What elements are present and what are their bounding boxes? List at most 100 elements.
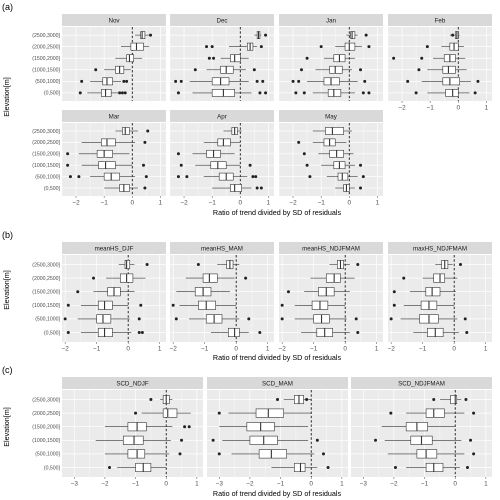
outlier-point [149,33,153,37]
y-tick-label: (2000,2500] [32,44,60,50]
box-iqr [228,327,240,337]
y-tick-label: (1500,2000] [32,425,60,431]
box-(0,500] [301,327,360,337]
box-(0,500] [210,327,262,337]
outlier-point [252,68,256,72]
outlier-point [280,317,284,321]
x-tick-label: −2 [180,200,188,207]
outlier-point [356,263,360,267]
outlier-point [291,79,295,83]
facet-strip [170,14,274,26]
outlier-point [356,330,360,334]
facet-strip [388,242,492,254]
box-(1000,1500] [392,300,455,310]
outlier-point [176,91,180,95]
facet-title: Feb [435,17,446,24]
box-(1500,2000] [176,149,235,158]
outlier-point [417,68,421,72]
box-(1500,2000] [305,54,355,63]
x-axis-title: Ratio of trend divided by SD of residual… [213,208,342,217]
outlier-point [217,452,221,456]
outlier-point [185,175,189,179]
facet-scd-ndjf: SCD_NDJF (0,500] (500,1000] (1000,1500] (150… [32,377,203,488]
y-tick-label: (1000,1500] [32,68,60,74]
plot-area [279,27,383,101]
outlier-point [465,330,469,334]
box-iqr [220,65,234,74]
box-(1000,1500] [179,161,252,170]
outlier-point [125,79,129,83]
x-tick-label: 0 [343,346,347,353]
outlier-point [294,91,298,95]
plot-area [207,390,348,477]
box-(1500,2000] [381,422,456,432]
outlier-point [120,91,124,95]
x-tick-label: 1 [158,346,162,353]
box-iqr [101,89,112,97]
box-(1500,2000] [392,54,466,63]
box-iqr [425,408,445,418]
box-iqr [425,462,444,472]
facet-scd-ndjfmam: SCD_NDJFMAM −3 −2 −1 0 1 [351,377,492,488]
facet-title: Apr [217,113,227,120]
facet-strip [62,242,166,254]
outlier-point [187,425,191,429]
outlier-point [193,68,197,72]
outlier-point [139,303,143,307]
box-(2000,2500] [402,273,458,283]
box-iqr [416,449,438,459]
x-tick-label: 0 [234,346,238,353]
box-(2000,2500] [81,138,147,147]
outlier-point [258,91,262,95]
y-tick-label: (500,1000] [35,452,60,458]
box-iqr [442,77,460,86]
box-(500,1000] [387,449,476,459]
facet-apr: Apr −2 −1 0 1 [169,110,274,207]
box-(0,500] [335,184,363,192]
outlier-point [94,68,98,72]
x-tick-label: −2 [279,346,287,353]
facet-title: Nov [108,17,120,24]
outlier-point [367,91,371,95]
box-(2500,3000] [432,395,468,405]
box-iqr [210,161,227,170]
x-tick-label: 1 [484,481,488,488]
outlier-point [142,163,146,167]
x-tick-label: −2 [101,481,109,488]
x-tick-label: −1 [277,481,285,488]
facet-title: maxHS_NDJFMAM [413,245,467,252]
outlier-point [122,79,126,83]
outlier-point [305,163,309,167]
facet-meanhs-ndjfmam: meanHS_NDJFMAM −2 −1 0 1 [279,242,383,353]
plot-area [351,390,492,477]
outlier-point [76,290,80,294]
facet-nov: Nov (0,500] (500,1000] (1000,1500] (1500,200… [32,14,166,101]
outlier-point [359,163,363,167]
box-(500,1000] [68,172,148,181]
outlier-point [389,411,393,415]
outlier-point [299,68,303,72]
box-(0,500] [393,462,469,472]
y-tick-label: (2500,3000] [32,397,60,403]
outlier-point [118,91,122,95]
plot-area [170,27,274,101]
box-(2000,2500] [297,138,347,147]
outlier-point [472,411,476,415]
outlier-point [321,452,325,456]
box-(2500,3000] [196,260,240,270]
x-tick-label: 0 [453,481,457,488]
box-(500,1000] [80,77,129,86]
box-(0,500] [414,89,477,97]
x-tick-label: 1 [375,346,379,353]
outlier-point [458,263,462,267]
outlier-point [196,263,200,267]
outlier-point [176,175,180,179]
y-tick-label: (2500,3000] [32,262,60,268]
outlier-point [302,91,306,95]
x-axis-title: Ratio of trend divided by SD of residual… [213,353,342,362]
x-tick-label: 1 [340,481,344,488]
plot-area [62,123,166,196]
box-iqr [96,314,112,324]
facet-maxhs-ndjfmam: maxHS_NDJFMAM −2 −1 0 1 [388,242,492,353]
